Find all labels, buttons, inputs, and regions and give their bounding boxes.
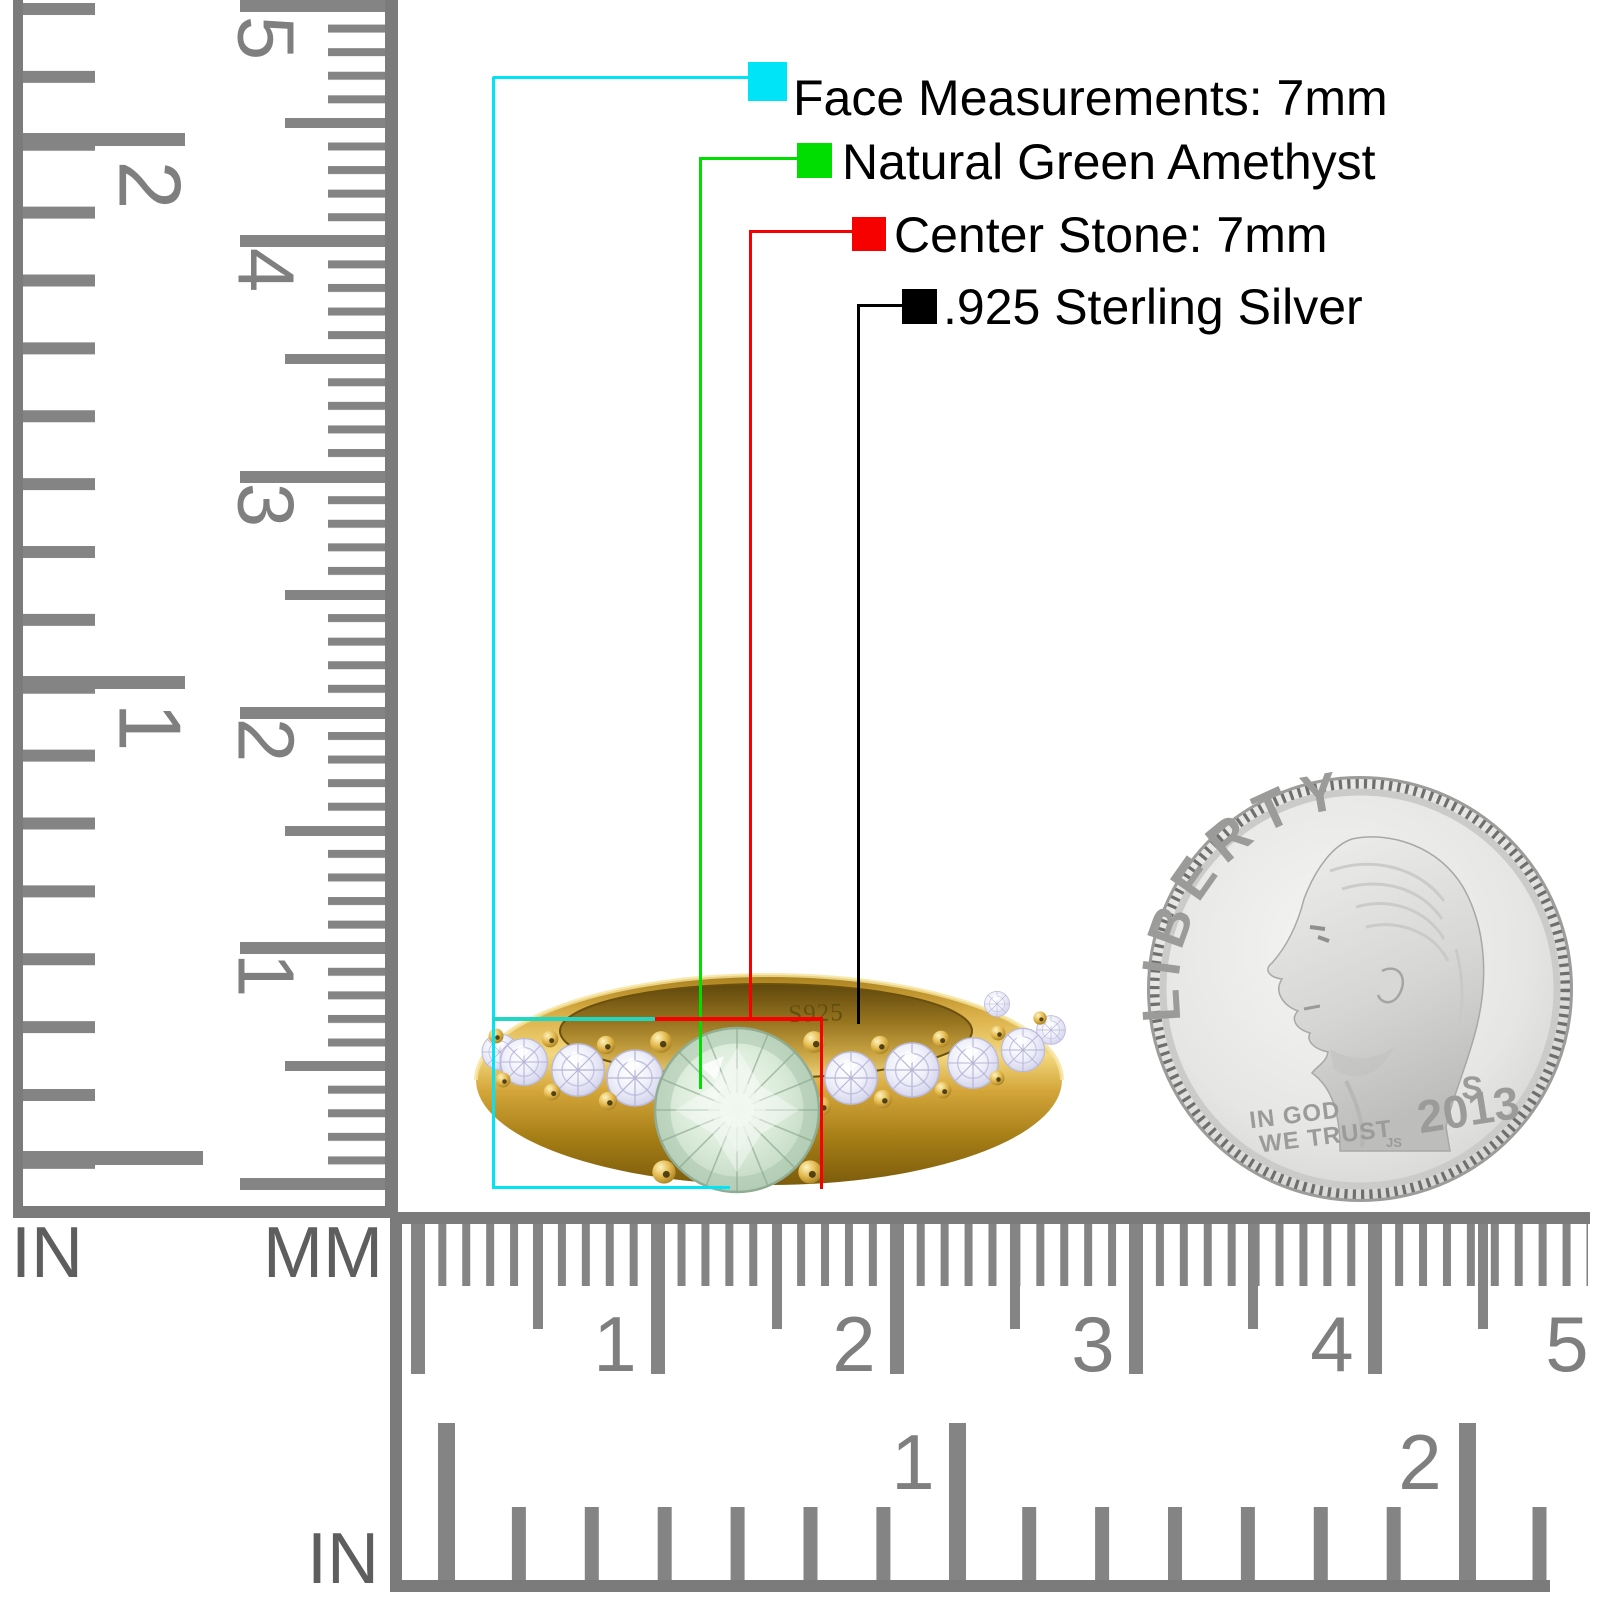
accent-stone [824,1051,878,1105]
ruler-number: 4 [222,248,311,293]
ruler-number: 2 [1398,1418,1441,1506]
leader-line-amethyst-vertical [699,157,702,1089]
roosevelt-profile [1267,836,1485,1152]
ruler-number: 2 [101,161,200,210]
ring-image: S925 [474,973,1066,1194]
accent-stone [884,1042,940,1098]
annotation-label-amethyst: Natural Green Amethyst [842,134,1376,190]
accent-stone [984,991,1010,1017]
ring-engraving: S925 [788,999,844,1028]
ruler-number: 5 [222,16,311,61]
legend-swatch-amethyst [797,143,832,178]
coin-image: LIBERTY IN GOD WE TRUST 2013 S JS [1130,759,1573,1202]
leader-line-silver-horizontal [858,304,902,307]
inch-unit-label: IN [307,1519,379,1599]
leader-line-face-mid [493,1017,656,1021]
ruler-number: 1 [593,1300,636,1388]
annotation-label-silver: .925 Sterling Silver [943,279,1363,335]
leader-line-centerstone-vertical [749,230,752,1019]
leader-line-face-vertical [492,77,495,1189]
left-inch-ruler: 2 1 IN [11,0,203,1293]
bottom-ruler: 1 2 3 4 5 1 2 IN [307,1212,1590,1599]
ruler-number: 1 [101,703,200,752]
legend-swatch-centerstone [852,217,886,251]
ruler-number: 1 [891,1418,934,1506]
inch-unit-label: IN [11,1213,83,1293]
legend-swatch-face [748,62,787,101]
ruler-number: 5 [1545,1300,1588,1388]
leader-line-silver-vertical [857,304,860,1024]
ruler-number: 3 [222,483,311,528]
leader-line-centerstone-mid [655,1017,822,1021]
ruler-number: 1 [222,953,311,998]
ruler-number: 2 [832,1300,875,1388]
leader-line-amethyst-horizontal [700,157,797,160]
ruler-number: 3 [1071,1300,1114,1388]
accent-stone [551,1043,605,1097]
center-stone [650,1026,825,1194]
legend-swatch-silver [902,289,937,324]
ruler-number: 2 [222,718,311,763]
coin-mint-mark: S [1461,1070,1482,1106]
annotation-label-centerstone: Center Stone: 7mm [894,207,1328,263]
annotation-label-face: Face Measurements: 7mm [793,70,1388,126]
mm-unit-label: MM [263,1213,383,1293]
left-mm-ruler: 5 4 3 2 1 MM [13,0,398,1293]
leader-line-centerstone-horizontal [750,230,852,233]
coin-designer-initials: JS [1386,1135,1402,1150]
leader-line-centerstone-drop [820,1017,823,1189]
leader-line-face-top [493,76,749,79]
leader-line-face-bottom [493,1186,730,1189]
ruler-number: 4 [1310,1300,1353,1388]
accent-stone [1000,1027,1046,1073]
